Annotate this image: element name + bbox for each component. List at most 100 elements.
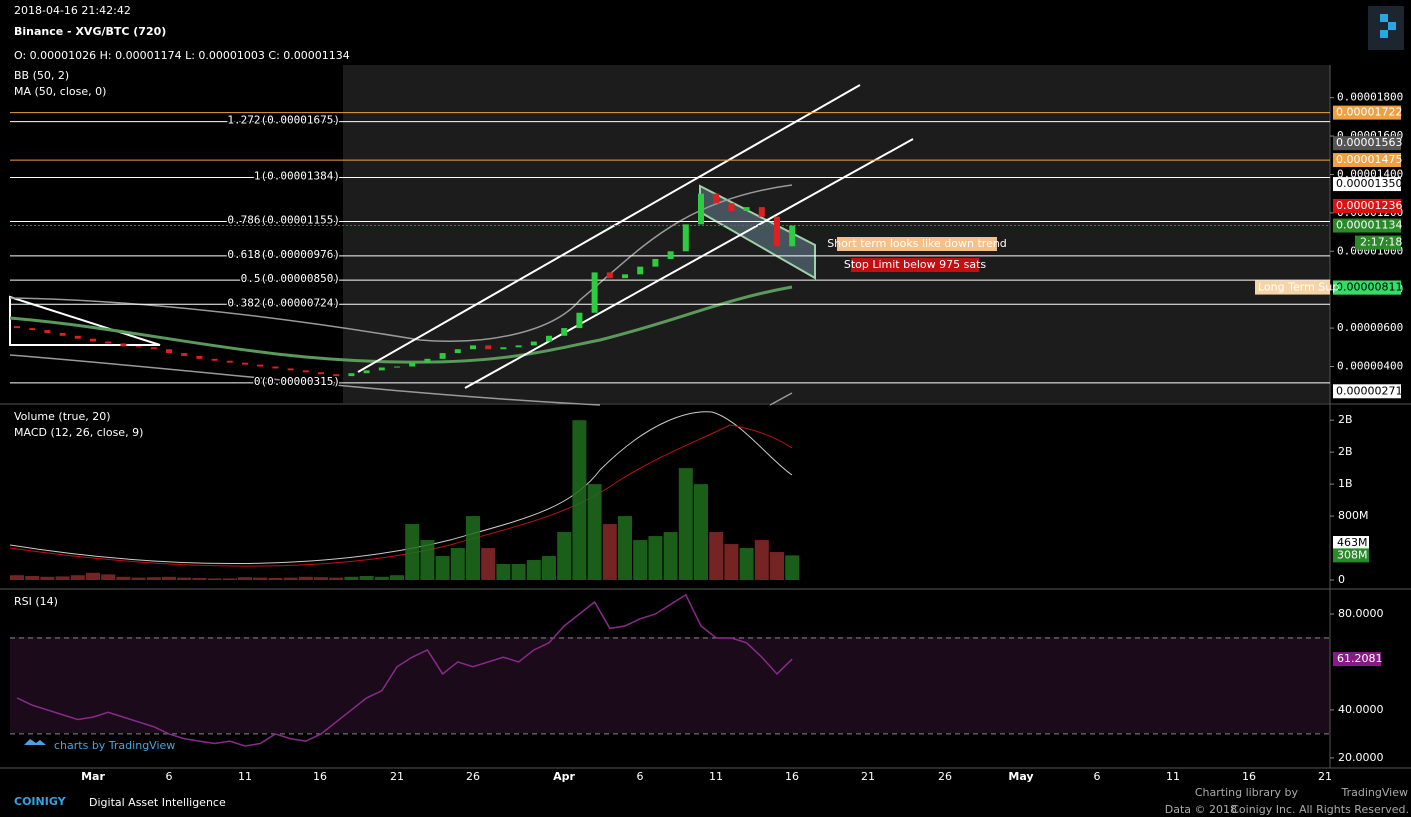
volume-bar — [496, 564, 511, 580]
rsi-band — [10, 637, 1330, 733]
fib-label: 0.618(0.00000976) — [227, 248, 340, 261]
indicator: MACD (12, 26, close, 9) — [14, 426, 143, 439]
candle — [470, 345, 476, 350]
candle — [667, 251, 674, 259]
candle — [789, 225, 796, 247]
candle — [196, 355, 203, 359]
candle — [74, 335, 81, 339]
y-tick-label: 80.0000 — [1338, 607, 1384, 620]
candle — [348, 373, 355, 377]
candle — [454, 349, 461, 354]
candle — [743, 207, 750, 211]
volume-bar — [116, 576, 131, 580]
price-label-box — [1333, 153, 1401, 168]
volume-bar — [86, 572, 100, 580]
candle — [363, 370, 370, 374]
volume-label-box — [1333, 548, 1369, 563]
rsi-label: 61.2081 — [1337, 652, 1383, 665]
volume-bar — [329, 577, 344, 580]
volume-bar — [283, 577, 298, 580]
volume-bar — [724, 544, 739, 580]
indicator: Volume (true, 20) — [14, 410, 111, 423]
candle — [713, 193, 720, 204]
x-tick-label: 21 — [390, 770, 404, 783]
candle — [439, 353, 446, 359]
bb-upper — [9, 184, 793, 342]
price-label-box — [1333, 177, 1401, 192]
candle — [302, 370, 309, 373]
candle — [90, 338, 96, 342]
fib-label: 0.5(0.00000850) — [241, 272, 340, 285]
candle — [682, 224, 689, 252]
x-tick-label: May — [1008, 770, 1033, 783]
volume-bar — [146, 577, 161, 580]
volume-bar — [268, 578, 283, 580]
volume-bar — [10, 575, 24, 580]
y-tick-label: 0.00001800 — [1337, 91, 1403, 104]
y-tick-label: 1B — [1338, 477, 1353, 490]
volume-bar — [587, 484, 602, 580]
volume-bar — [101, 574, 116, 580]
x-tick-label: 16 — [313, 770, 327, 783]
candle — [576, 312, 583, 329]
x-tick-label: 21 — [861, 770, 875, 783]
volume-bar — [131, 577, 146, 580]
rsi-line — [16, 593, 793, 747]
x-tick-label: 6 — [637, 770, 644, 783]
candle — [728, 203, 735, 211]
annotation: Short term looks like down trend — [827, 237, 1007, 250]
candle — [166, 349, 172, 354]
volume-label: 308M — [1337, 548, 1368, 561]
volume-bar — [633, 540, 648, 580]
price-label-box — [1333, 198, 1401, 213]
candle — [318, 372, 324, 375]
candle — [378, 367, 385, 371]
volume-bar — [678, 468, 693, 580]
candle — [29, 328, 36, 331]
candle — [485, 345, 492, 350]
volume-bar — [25, 576, 40, 580]
price-label: 0.00001722 — [1336, 106, 1402, 119]
candle — [409, 362, 416, 367]
price-label-box — [1333, 136, 1401, 151]
tagline: Digital Asset Intelligence — [89, 796, 226, 809]
volume-bar — [70, 575, 85, 580]
volume-bar — [222, 578, 237, 580]
bb-lower — [9, 354, 793, 406]
price-label-box — [1333, 384, 1401, 399]
timestamp: 2018-04-16 21:42:42 — [14, 4, 131, 17]
volume-bar — [253, 577, 268, 580]
volume-bar — [466, 516, 480, 580]
candle — [287, 368, 294, 371]
volume-bar — [450, 548, 465, 580]
candle — [226, 360, 233, 363]
ohlc: O: 0.00001026 H: 0.00001174 L: 0.0000100… — [14, 49, 350, 62]
volume-bar — [298, 576, 313, 580]
watermark: charts by TradingView — [54, 739, 175, 752]
y-tick-label: 800M — [1338, 509, 1369, 522]
price-label: 0.00001475 — [1336, 153, 1402, 166]
candle — [637, 266, 644, 275]
macd-line — [9, 411, 793, 564]
x-tick-label: 11 — [1166, 770, 1180, 783]
signal-line — [9, 424, 793, 567]
candle — [105, 341, 112, 344]
candle — [257, 364, 264, 367]
candle — [561, 328, 568, 336]
annotation: Stop Limit below 975 sats — [844, 258, 987, 271]
volume-bar — [420, 540, 435, 580]
fib-label: 0.382(0.00000724) — [227, 296, 340, 309]
logo — [1380, 14, 1396, 38]
y-tick-label: 2B — [1338, 413, 1353, 426]
tv-logo — [24, 739, 46, 745]
volume-bar — [618, 516, 632, 580]
triangle — [9, 295, 161, 346]
indicator: BB (50, 2) — [14, 69, 69, 82]
volume-bar — [542, 556, 556, 580]
copyright: Coinigy Inc. All Rights Reserved. — [1231, 803, 1409, 816]
y-tick-label: 40.0000 — [1338, 703, 1384, 716]
volume-bar — [572, 420, 587, 580]
candle — [774, 216, 780, 247]
y-tick-label: 0.00000400 — [1337, 360, 1403, 373]
